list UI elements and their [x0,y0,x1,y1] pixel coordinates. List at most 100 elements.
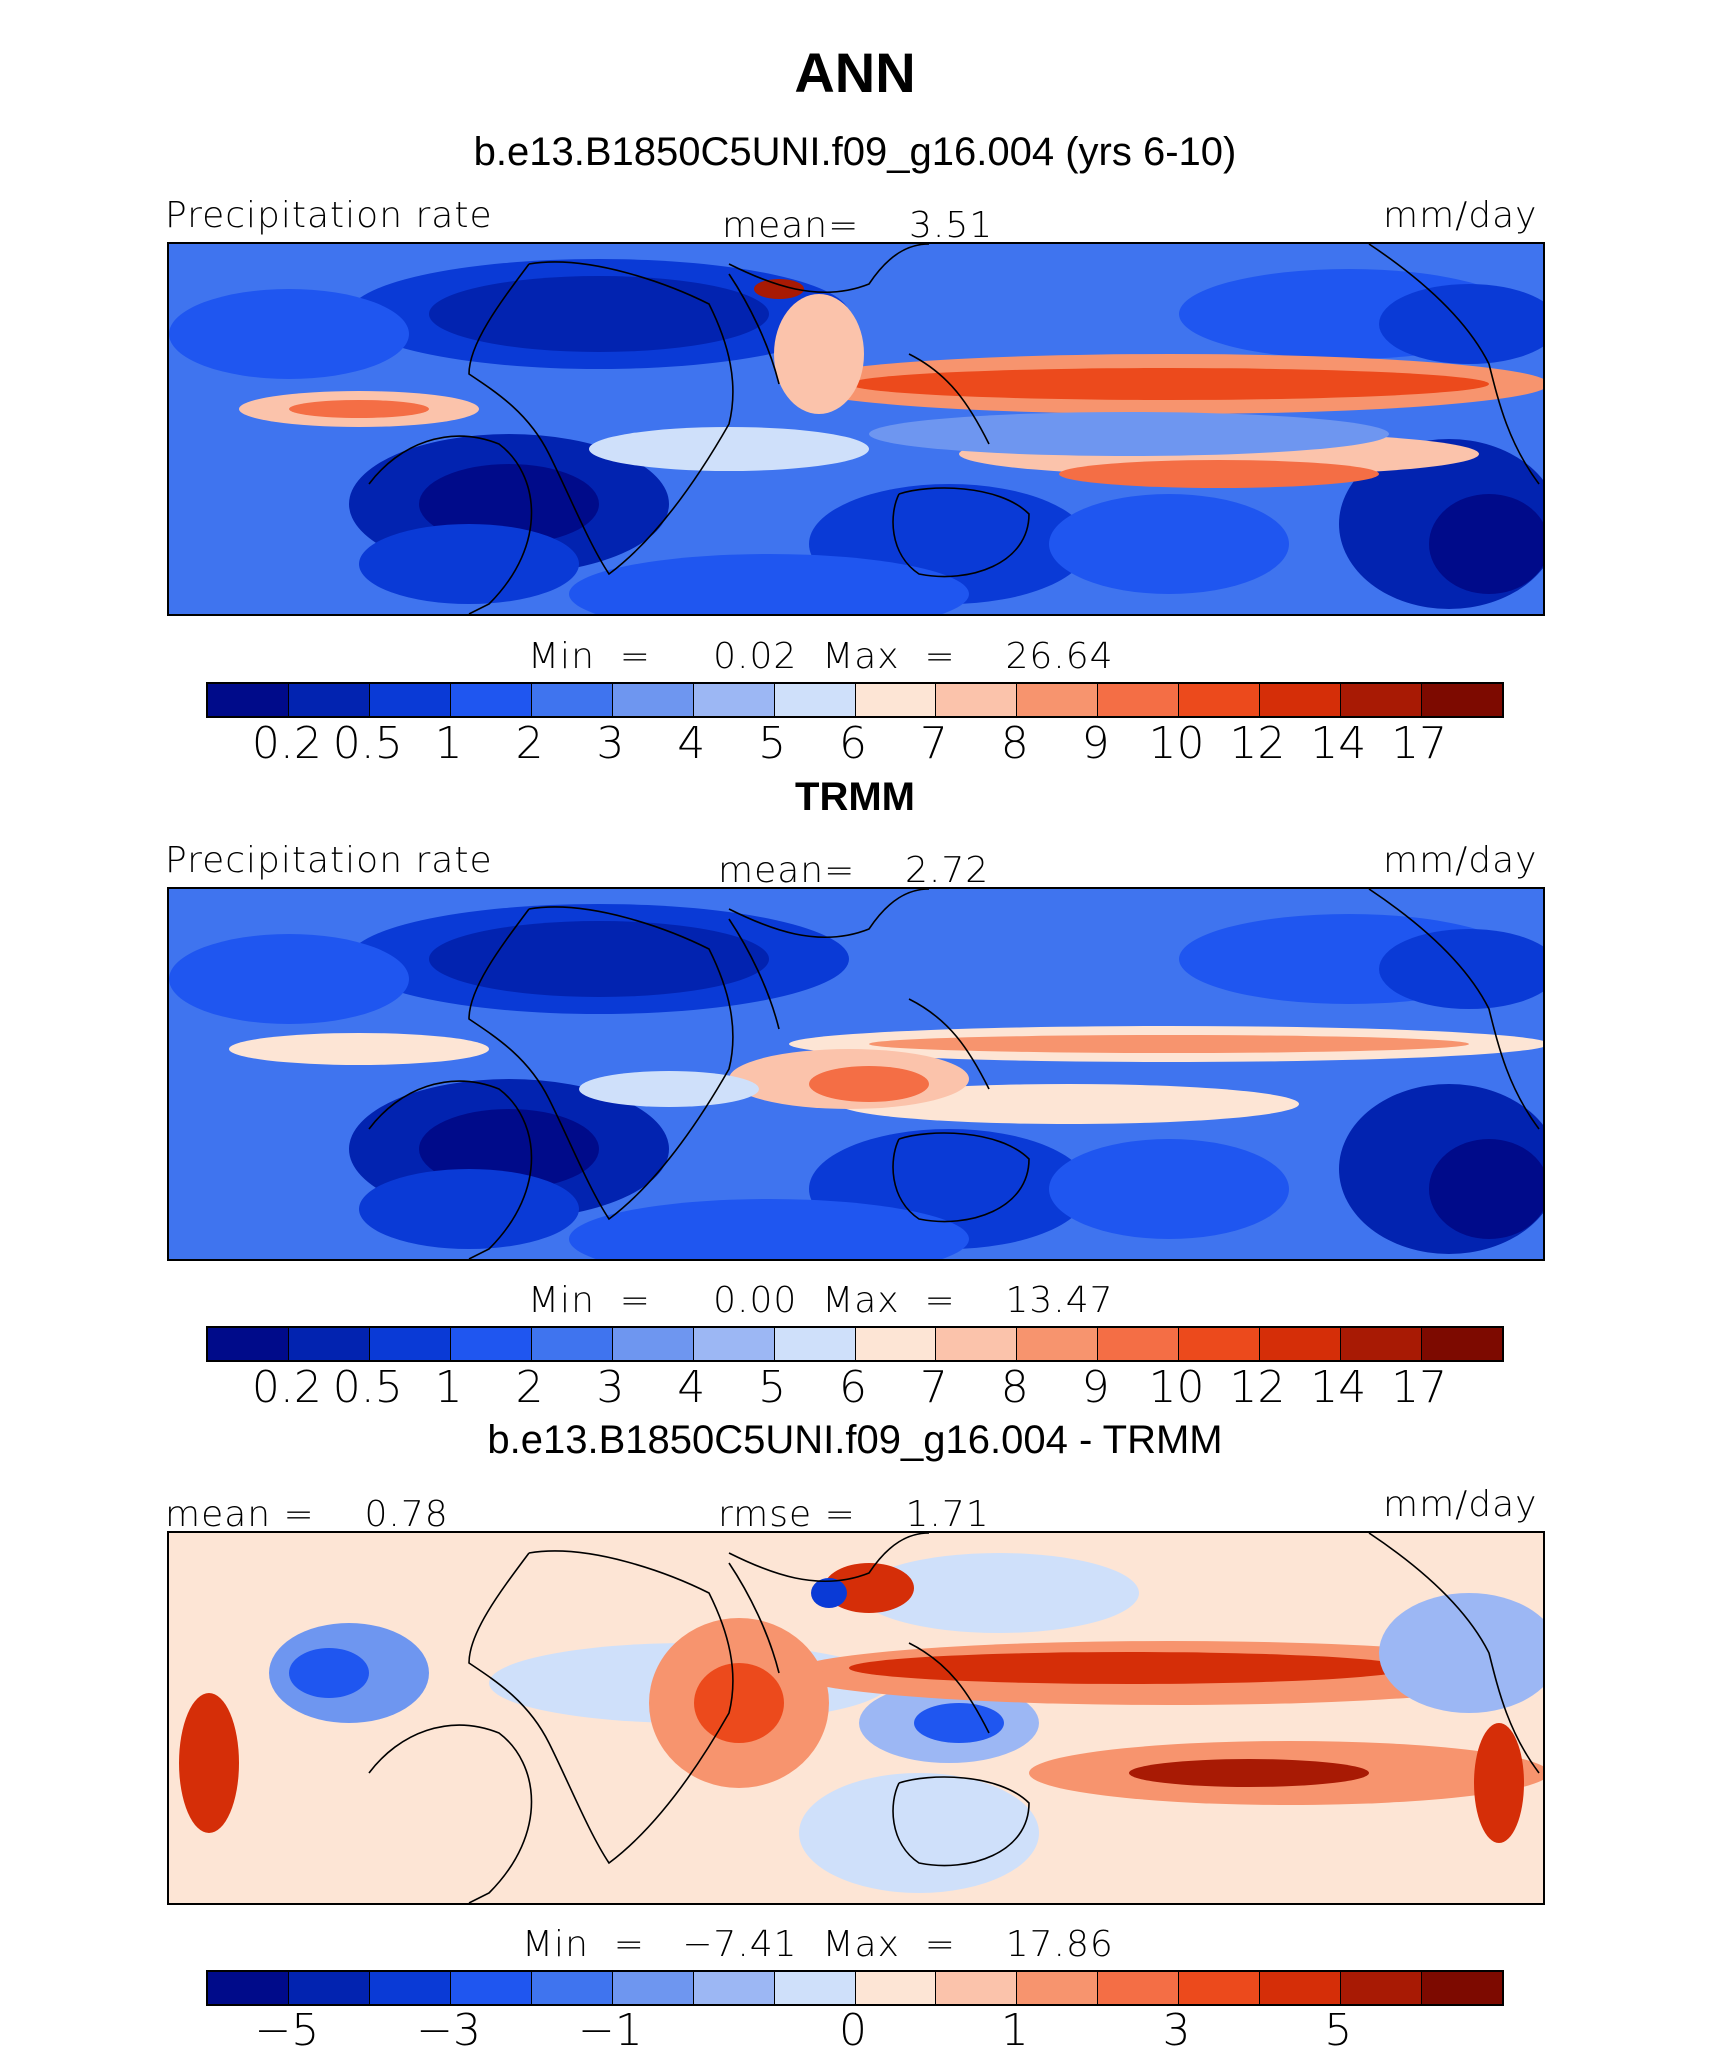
dry-tongue [869,412,1389,456]
dry-zone [419,464,599,544]
colorbar-swatch [208,1328,289,1360]
colorbar-tick-label: 4 [677,1362,706,1413]
colorbar-tick-label: 0.5 [332,718,403,769]
dry-zone [1429,494,1543,594]
colorbar-tick-label: 14 [1310,1362,1367,1413]
colorbar-tick-label: 5 [758,1362,787,1413]
coastline [892,1132,1030,1223]
colorbar-swatch [1341,1972,1423,2004]
panel2-colorbar [206,1326,1504,1362]
dry-zone [419,1109,599,1189]
coastline [1368,244,1540,485]
panel1-map [167,242,1545,616]
panel3-colorbar [206,1970,1504,2006]
colorbar-swatch [693,1328,775,1360]
colorbar-swatch [693,684,775,716]
coastline [728,1562,780,1674]
dry-zone [1379,284,1543,364]
colorbar-swatch [1017,1972,1099,2004]
colorbar-tick-label: 0 [839,2005,867,2056]
colorbar-tick-label: 12 [1229,1362,1286,1413]
colorbar-swatch [1098,684,1180,716]
panel3-colorbar-ticks: −5 −3 −1 0 1 3 5 [206,2005,1504,2056]
colorbar-tick-label: 10 [1148,1362,1205,1413]
colorbar-swatch [288,1328,370,1360]
colorbar-tick-label: 5 [1324,2005,1353,2056]
colorbar-swatch [1260,684,1342,716]
colorbar-swatch [612,1328,694,1360]
colorbar-swatch [612,1972,694,2004]
dry-zone [1049,1139,1289,1239]
dry-zone [569,1199,969,1259]
wet-band [289,400,429,418]
panel1-mean-label: mean= 3.51 [722,205,994,246]
colorbar-tick-label: 0.2 [251,718,322,769]
colorbar-swatch [450,1328,532,1360]
colorbar-tick-label: 7 [919,1362,948,1413]
colorbar-swatch [369,684,451,716]
colorbar-tick-label: 2 [515,1362,544,1413]
colorbar-swatch [936,1972,1018,2004]
coastline [728,1533,930,1583]
colorbar-tick-label: 8 [1000,718,1029,769]
panel2-colorbar-ticks: 0.2 0.5 1 2 3 4 5 6 7 8 9 10 12 14 17 [206,1362,1504,1413]
wet-band [849,368,1489,400]
field-blob [1379,1593,1543,1713]
colorbar-tick-label: 1 [434,718,463,769]
panel3-mean-label: mean = 0.78 [165,1494,449,1535]
field-blob [289,1648,369,1698]
colorbar-swatch [1422,1328,1502,1360]
panel3-minmax-label: Min = −7.41 Max = 17.86 [522,1924,1114,1965]
field-blob [811,1578,847,1608]
colorbar-swatch [531,684,613,716]
colorbar-tick-label: −1 [577,2005,643,2056]
colorbar-swatch [1017,1328,1099,1360]
panel1-colorbar-ticks: 0.2 0.5 1 2 3 4 5 6 7 8 9 10 12 14 17 [206,718,1504,769]
panel1-minmax-label: Min = 0.02 Max = 26.64 [528,636,1114,677]
panel3-rmse-label: rmse = 1.71 [718,1494,990,1535]
colorbar-swatch [208,684,289,716]
colorbar-tick-label: 4 [677,718,706,769]
wet-band [869,1035,1469,1053]
colorbar-tick-label: 5 [758,718,787,769]
colorbar-swatch [693,1972,775,2004]
wet-band [839,1084,1299,1124]
coastline [468,1550,734,1865]
dry-zone [359,524,579,604]
field-blob [849,1652,1409,1684]
dry-zone [169,289,409,379]
colorbar-tick-label: 7 [919,718,948,769]
panel1-subtitle: b.e13.B1850C5UNI.f09_g16.004 (yrs 6-10) [473,130,1237,174]
coastline [728,244,930,294]
colorbar-swatch [450,1972,532,2004]
colorbar-swatch [774,1328,856,1360]
coastline [908,998,990,1090]
panel2-minmax-label: Min = 0.00 Max = 13.47 [528,1280,1114,1321]
dry-zone [429,276,769,352]
colorbar-swatch [774,684,856,716]
colorbar-swatch [1422,1972,1502,2004]
wet-band [754,279,804,299]
wet-band [229,1033,489,1065]
wet-band [774,294,864,414]
colorbar-swatch [208,1972,289,2004]
coastline [892,487,1030,578]
field-blob [859,1553,1139,1633]
coastline [728,889,930,939]
colorbar-swatch [936,1328,1018,1360]
dry-zone [429,921,769,997]
colorbar-swatch [1260,1328,1342,1360]
wet-band [579,1071,759,1107]
coastline [892,1776,1030,1867]
field-blob [799,1773,1039,1893]
colorbar-swatch [1017,684,1099,716]
coastline [1368,889,1540,1130]
colorbar-swatch [1179,1972,1261,2004]
colorbar-swatch [1098,1328,1180,1360]
coastline [1368,1533,1540,1774]
panel2-map [167,887,1545,1261]
colorbar-tick-label: −5 [254,2005,320,2056]
colorbar-tick-label: 10 [1148,718,1205,769]
colorbar-swatch [612,684,694,716]
colorbar-tick-label: 2 [515,718,544,769]
